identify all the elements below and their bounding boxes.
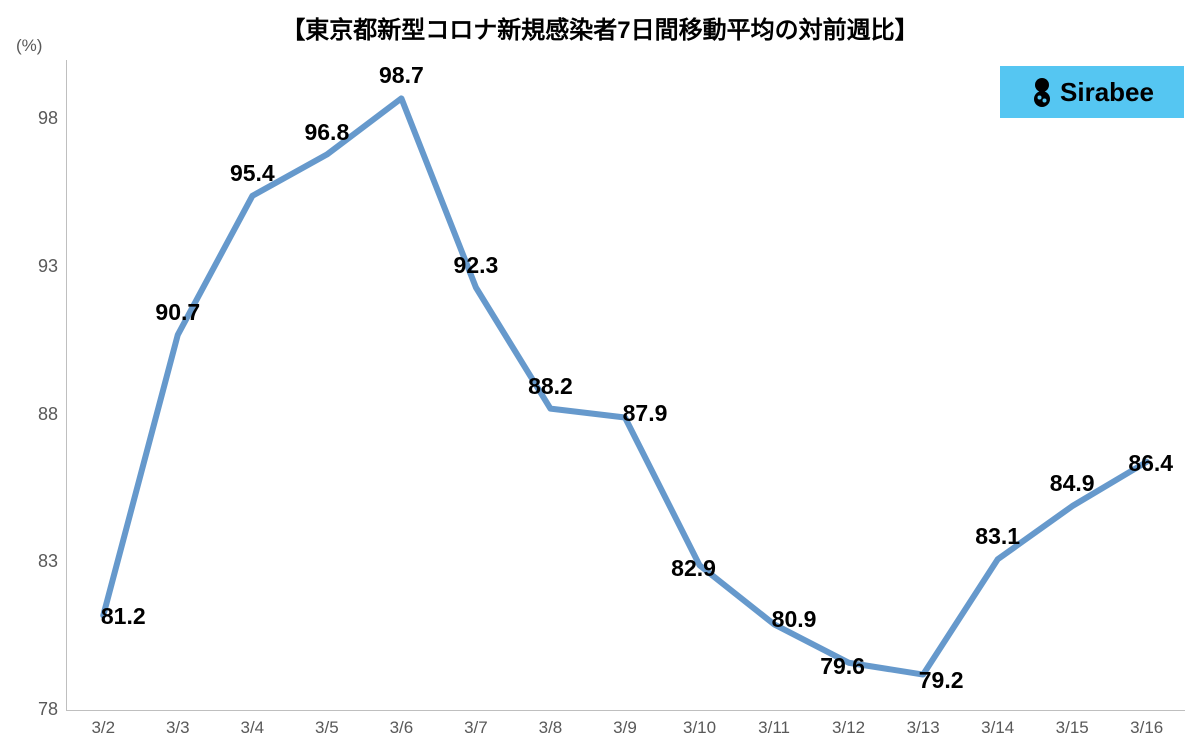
- logo-badge: Sirabee: [1000, 66, 1184, 118]
- y-tick-label: 83: [12, 551, 58, 572]
- y-tick-label: 98: [12, 108, 58, 129]
- data-point-label: 81.2: [101, 603, 146, 630]
- data-point-label: 90.7: [155, 299, 200, 326]
- y-tick-label: 78: [12, 699, 58, 720]
- data-point-label: 80.9: [772, 606, 817, 633]
- data-point-label: 79.2: [919, 667, 964, 694]
- data-point-label: 98.7: [379, 62, 424, 89]
- y-tick-label: 93: [12, 256, 58, 277]
- data-point-label: 82.9: [671, 555, 716, 582]
- logo-text: Sirabee: [1060, 77, 1154, 108]
- data-point-label: 84.9: [1050, 470, 1095, 497]
- data-point-label: 86.4: [1128, 450, 1173, 477]
- data-point-label: 88.2: [528, 373, 573, 400]
- data-point-label: 92.3: [454, 252, 499, 279]
- x-tick-label: 3/13: [907, 718, 940, 738]
- x-tick-label: 3/7: [464, 718, 488, 738]
- data-point-label: 95.4: [230, 160, 275, 187]
- x-tick-label: 3/14: [981, 718, 1014, 738]
- x-tick-label: 3/4: [241, 718, 265, 738]
- x-tick-label: 3/11: [758, 718, 790, 738]
- x-tick-label: 3/3: [166, 718, 190, 738]
- chart-container: 【東京都新型コロナ新規感染者7日間移動平均の対前週比】 (%) Sirabee …: [0, 0, 1200, 756]
- x-tick-label: 3/5: [315, 718, 339, 738]
- data-point-label: 87.9: [623, 400, 668, 427]
- x-tick-label: 3/16: [1130, 718, 1163, 738]
- x-tick-label: 3/8: [539, 718, 563, 738]
- x-tick-label: 3/9: [613, 718, 637, 738]
- x-tick-label: 3/15: [1056, 718, 1089, 738]
- sirabee-logo-icon: [1030, 77, 1054, 107]
- data-point-label: 79.6: [820, 653, 865, 680]
- x-tick-label: 3/2: [91, 718, 115, 738]
- x-tick-label: 3/12: [832, 718, 865, 738]
- y-tick-label: 88: [12, 404, 58, 425]
- x-tick-label: 3/6: [390, 718, 414, 738]
- data-point-label: 96.8: [304, 119, 349, 146]
- data-point-label: 83.1: [975, 523, 1020, 550]
- x-tick-label: 3/10: [683, 718, 716, 738]
